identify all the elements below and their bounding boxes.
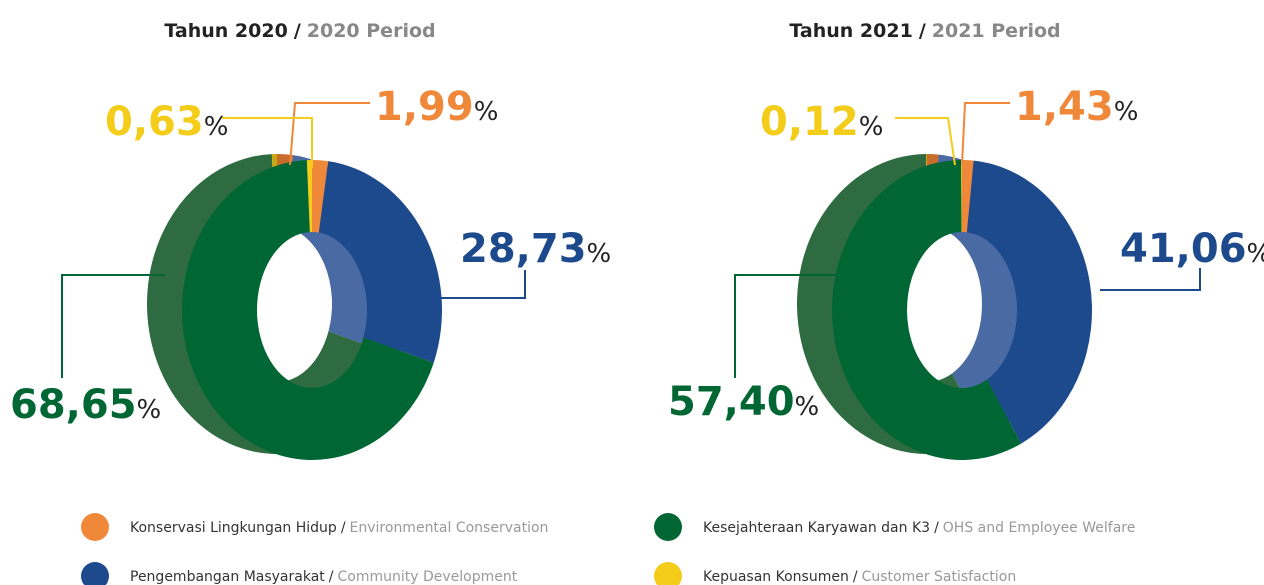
slice	[832, 160, 1022, 460]
value-unit: %	[795, 392, 820, 422]
legend-translation: Community Development	[338, 569, 518, 585]
value-label: 41,06%	[1120, 226, 1264, 272]
value-label: 1,99%	[375, 84, 498, 130]
value-number: 57,40	[668, 379, 795, 425]
value-label: 0,12%	[760, 99, 883, 145]
legend-translation: Environmental Conservation	[350, 520, 549, 536]
title-sub: 2021 Period	[932, 20, 1061, 42]
legend-label: Konservasi Lingkungan Hidup / Environmenta…	[130, 520, 548, 536]
value-unit: %	[859, 112, 884, 142]
leader-line	[222, 117, 313, 168]
value-label: 0,63%	[105, 99, 228, 145]
leader-line	[895, 117, 956, 166]
title-separator: /	[919, 20, 926, 42]
value-label: 1,43%	[1015, 84, 1138, 130]
value-number: 28,73	[460, 226, 587, 272]
chart-title: Tahun 2021 / 2021 Period	[789, 20, 1060, 42]
legend-label: Kesejahteraan Karyawan dan K3/OHS and Em…	[703, 520, 1135, 536]
value-unit: %	[474, 97, 499, 127]
value-number: 1,43	[1015, 84, 1114, 130]
legend-swatch	[81, 562, 109, 585]
slice	[961, 160, 962, 233]
legend-swatch	[654, 562, 682, 585]
slice	[966, 160, 1092, 444]
slice	[318, 161, 442, 363]
value-label: 57,40%	[668, 379, 819, 425]
legend-name: Konservasi Lingkungan Hidup	[130, 520, 337, 536]
leader-line	[1100, 268, 1201, 291]
slice	[312, 160, 329, 233]
legend-label: Kepuasan Konsumen / Customer Satisfaction	[703, 569, 1016, 585]
legend-name: Kesejahteraan Karyawan dan K3	[703, 520, 930, 536]
leader-line	[440, 270, 526, 299]
chart-title: Tahun 2020 / 2020 Period	[164, 20, 435, 42]
legend-label: Pengembangan Masyarakat / Community Develo…	[130, 569, 518, 585]
legend-separator: /	[329, 569, 334, 585]
value-number: 41,06	[1120, 226, 1247, 272]
leader-line	[289, 102, 370, 166]
leader-line	[734, 274, 840, 378]
value-number: 0,63	[105, 99, 204, 145]
legend-swatch	[654, 513, 682, 541]
leader-line	[961, 102, 1010, 166]
value-label: 68,65%	[10, 382, 161, 428]
legend-translation: OHS and Employee Welfare	[943, 520, 1136, 536]
value-number: 68,65	[10, 382, 137, 428]
value-unit: %	[1114, 97, 1139, 127]
legend-separator: /	[341, 520, 346, 536]
slice-side	[797, 154, 987, 454]
value-label: 28,73%	[460, 226, 611, 272]
value-unit: %	[587, 239, 612, 269]
title-main: Tahun 2020	[164, 20, 287, 42]
legend-separator: /	[853, 569, 858, 585]
legend-name: Kepuasan Konsumen	[703, 569, 849, 585]
title-main: Tahun 2021	[789, 20, 912, 42]
legend-translation: Customer Satisfaction	[862, 569, 1017, 585]
title-separator: /	[294, 20, 301, 42]
value-unit: %	[1247, 239, 1264, 269]
value-number: 1,99	[375, 84, 474, 130]
legend-name: Pengembangan Masyarakat	[130, 569, 325, 585]
slice	[962, 160, 974, 233]
leader-line	[61, 274, 165, 378]
value-number: 0,12	[760, 99, 859, 145]
legend-separator: /	[934, 520, 939, 536]
slice	[182, 160, 434, 461]
title-sub: 2020 Period	[307, 20, 436, 42]
legend-swatch	[81, 513, 109, 541]
value-unit: %	[204, 112, 229, 142]
value-unit: %	[137, 395, 162, 425]
slice	[306, 160, 312, 233]
